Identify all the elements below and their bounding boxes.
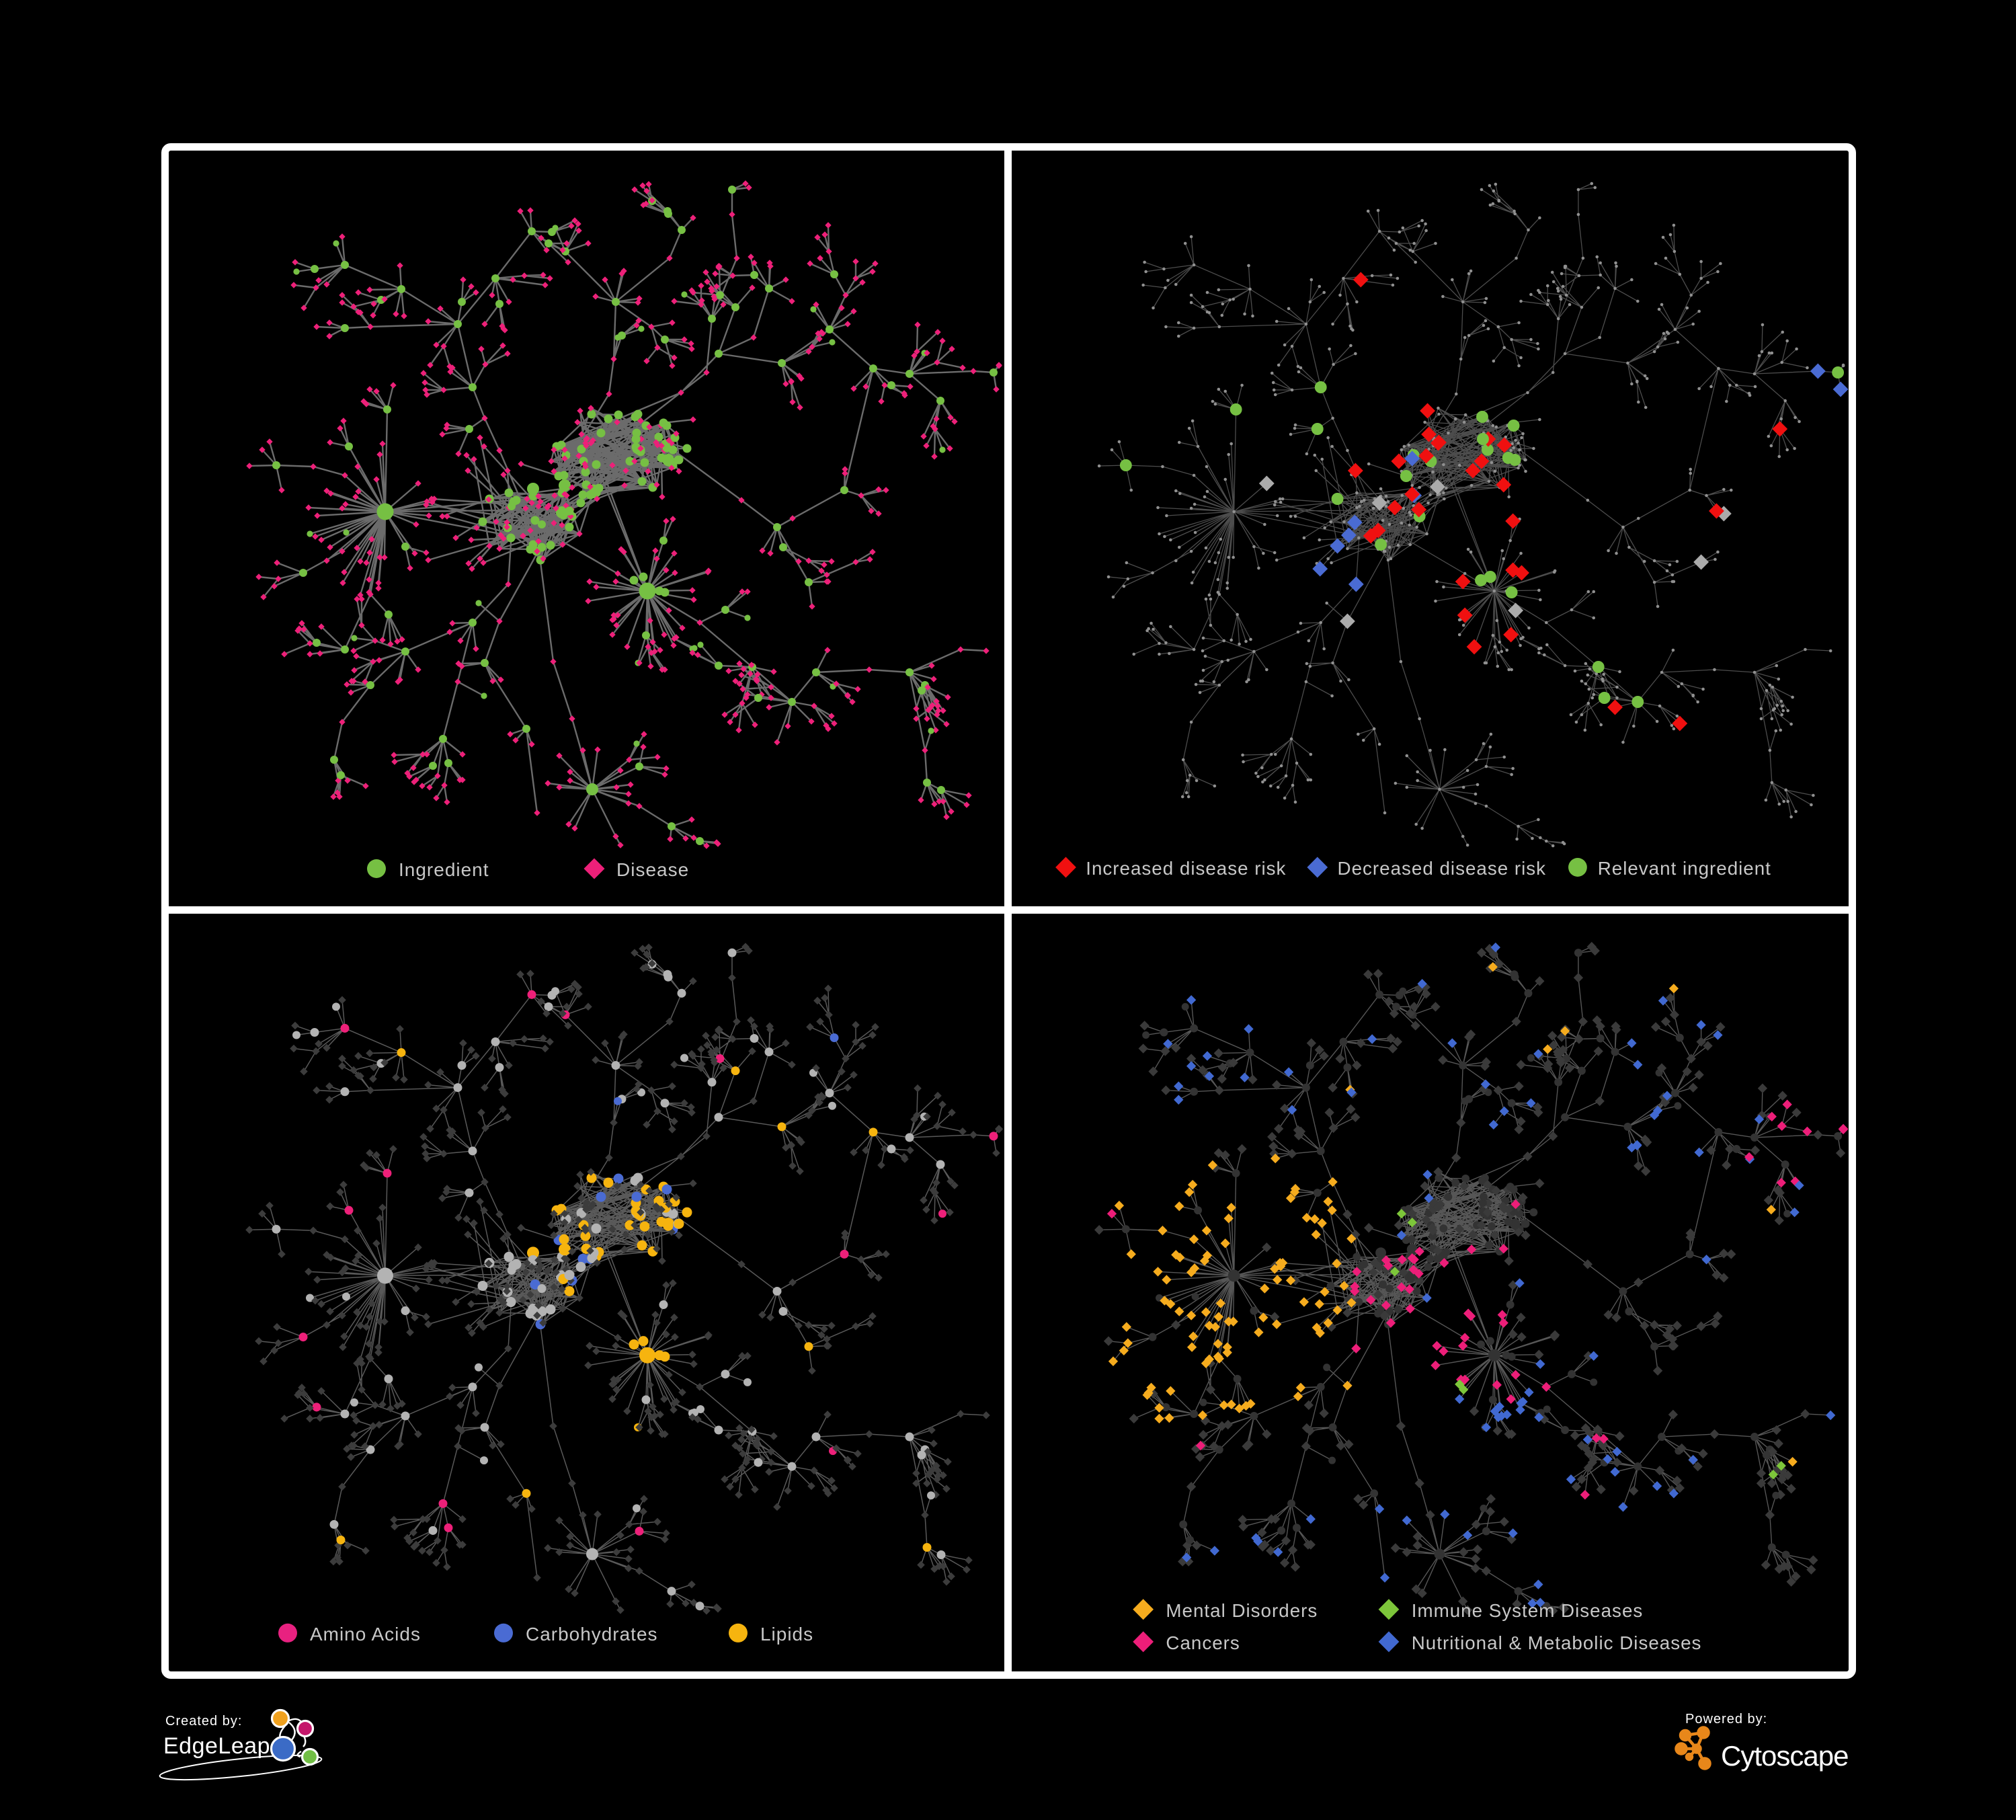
svg-text:Lipids: Lipids — [760, 1624, 813, 1645]
svg-text:EdgeLeap: EdgeLeap — [163, 1733, 270, 1759]
svg-text:Carbohydrates: Carbohydrates — [526, 1624, 658, 1645]
svg-text:Immune System Diseases: Immune System Diseases — [1412, 1600, 1644, 1621]
svg-text:Created by:: Created by: — [165, 1714, 242, 1729]
svg-text:Increased disease risk: Increased disease risk — [1086, 858, 1286, 879]
svg-text:Amino Acids: Amino Acids — [310, 1624, 421, 1645]
svg-text:Cancers: Cancers — [1166, 1632, 1240, 1653]
svg-text:Disease: Disease — [616, 859, 689, 880]
svg-text:Powered by:: Powered by: — [1685, 1712, 1767, 1727]
svg-text:Relevant ingredient: Relevant ingredient — [1598, 858, 1771, 879]
svg-text:Mental Disorders: Mental Disorders — [1166, 1600, 1318, 1621]
svg-text:Cytoscape: Cytoscape — [1721, 1740, 1848, 1772]
svg-text:Nutritional & Metabolic Diseas: Nutritional & Metabolic Diseases — [1412, 1632, 1702, 1653]
svg-text:Ingredient: Ingredient — [399, 859, 489, 880]
svg-text:Decreased disease risk: Decreased disease risk — [1338, 858, 1547, 879]
